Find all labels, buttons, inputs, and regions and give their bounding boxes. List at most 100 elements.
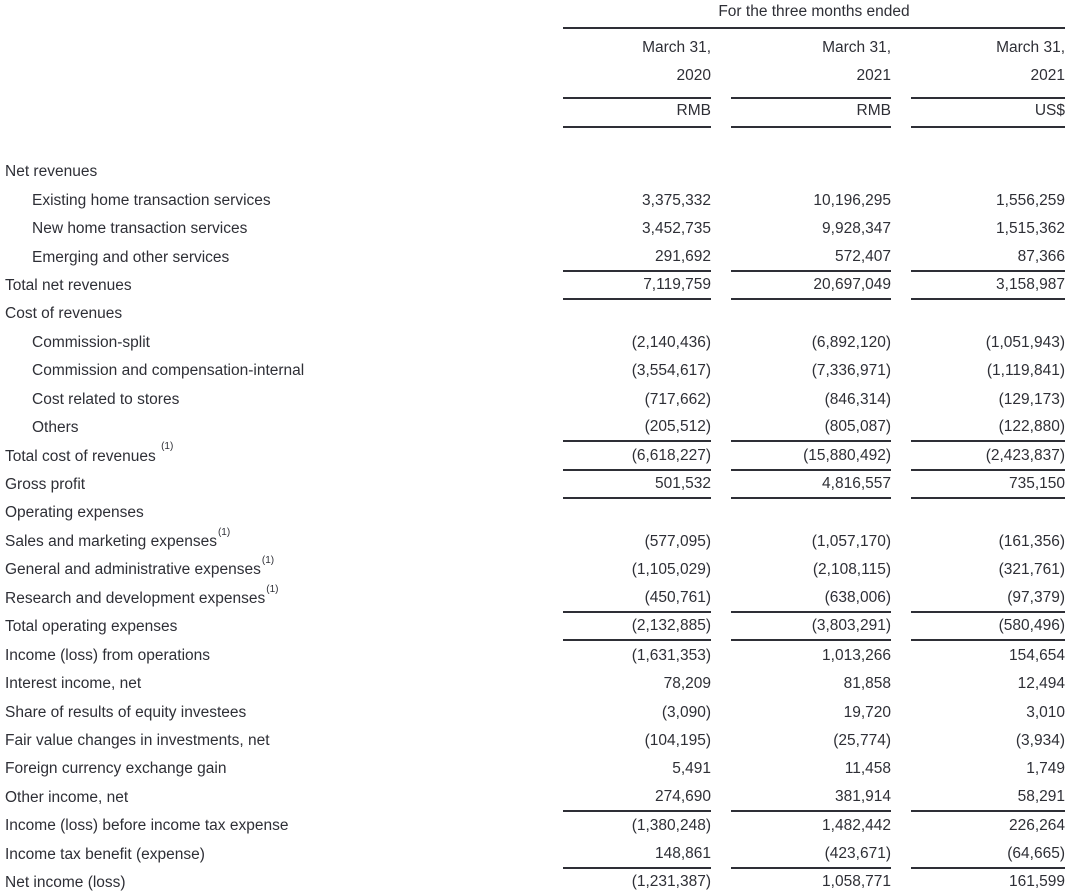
row-value: (450,761) [563,585,711,613]
table-row: Fair value changes in investments, net (1… [5,727,1065,755]
row-value: (805,087) [731,414,891,443]
row-value: (1,119,841) [986,362,1065,380]
table-row: Existing home transaction services 3,375,… [5,186,1065,214]
row-value: (205,512) [563,414,711,443]
row-value [911,499,1065,527]
row-value: 274,690 [563,784,711,813]
row-value: (1,380,248) [631,817,711,835]
table-row: Gross profit 501,532 4,816,557 735,150 [5,471,1065,500]
row-label: Operating expenses [5,504,144,522]
row-value: (3,934) [1015,731,1065,749]
row-value [563,300,711,328]
row-label: Existing home transaction services [32,191,271,209]
table-row: Operating expenses [5,499,1065,527]
row-label: Income (loss) from operations [5,646,211,664]
period-month: March 31, [642,39,711,56]
row-value: (846,314) [824,390,891,408]
row-value: (7,336,971) [811,362,891,380]
row-value: 148,861 [563,841,711,869]
row-value: (129,173) [998,390,1065,408]
row-value: 4,816,557 [731,471,891,500]
table-row: Income tax benefit (expense) 148,861 (423,… [5,841,1065,869]
row-label: Commission-split [32,333,150,351]
spanner-heading: For the three months ended [563,3,1065,29]
row-value: (2,140,436) [631,333,711,351]
row-label: Cost related to stores [32,390,180,408]
row-label: Interest income, net [5,675,142,693]
row-label: Income (loss) before income tax expense [5,817,289,835]
table-row: Share of results of equity investees (3,0… [5,698,1065,726]
row-value: 161,599 [911,869,1065,894]
row-value [731,158,891,186]
row-value: 3,452,735 [642,220,711,238]
table-row: Interest income, net 78,209 81,858 12,494 [5,670,1065,698]
row-label: Share of results of equity investees [5,703,247,721]
row-value: 1,749 [1026,760,1065,778]
row-value: 291,692 [563,243,711,272]
row-value: (3,090) [661,703,711,721]
footnote-marker: (1) [266,583,279,595]
row-value: (3,554,617) [631,362,711,380]
row-value: (6,892,120) [811,333,891,351]
table-row: Total operating expenses (2,132,885) (3,80… [5,613,1065,642]
row-value: (97,379) [911,585,1065,613]
row-value: (161,356) [998,532,1065,550]
row-value [563,158,711,186]
row-value: 78,209 [663,675,711,693]
row-label: Foreign currency exchange gain [5,760,227,778]
table-row: Emerging and other services 291,692 572,40… [5,243,1065,272]
row-value: 1,482,442 [822,817,891,835]
row-value: 572,407 [731,243,891,272]
row-label: Cost of revenues [5,305,123,323]
row-value: 58,291 [911,784,1065,813]
table-row: General and administrative expenses(1) (1… [5,556,1065,584]
row-label: Gross profit [5,476,86,494]
column-header-2020: March 31, 2020 [563,29,711,99]
row-value: (423,671) [731,841,891,869]
table-header-dates-row: March 31, 2020 March 31, 2021 March 31, … [5,29,1065,99]
table-row: Cost related to stores (717,662) (846,314)… [5,386,1065,414]
row-value: 3,375,332 [642,191,711,209]
table-row: Commission-split (2,140,436) (6,892,120) (1… [5,329,1065,357]
row-value: 501,532 [563,471,711,500]
row-label: Other income, net [5,788,129,806]
row-label: Net revenues [5,163,98,181]
table-header-units-row: RMB RMB US$ [5,99,1065,128]
table-row: Research and development expenses(1) (450… [5,583,1065,613]
row-value: 226,264 [1008,817,1065,835]
table-row: Other income, net 274,690 381,914 58,291 [5,784,1065,813]
table-row: Others (205,512) (805,087) (122,880) [5,414,1065,443]
table-body: Net revenues Existing home transaction se… [5,158,1065,894]
period-year: 2021 [856,67,891,84]
row-value: (64,665) [911,841,1065,869]
row-value: (25,774) [833,731,891,749]
row-value: 735,150 [911,471,1065,500]
row-label: New home transaction services [32,220,248,238]
row-label: General and administrative expenses(1) [5,555,275,579]
row-value: (577,095) [644,532,711,550]
table-row: Cost of revenues [5,300,1065,328]
table-row: Income (loss) before income tax expense (… [5,812,1065,840]
row-label: Others [32,419,79,437]
row-value: 87,366 [911,243,1065,272]
row-label: Total net revenues [5,276,132,294]
row-label: Net income (loss) [5,874,126,892]
row-label: Research and development expenses(1) [5,583,279,607]
period-year: 2021 [1030,67,1065,84]
footnote-marker: (1) [261,555,275,567]
unit-header-rmb-2020: RMB [563,99,711,128]
row-value: (1,051,943) [985,333,1065,351]
row-value: (2,132,885) [563,613,711,642]
column-header-2021-rmb: March 31, 2021 [731,29,891,99]
row-value: 3,010 [1026,703,1065,721]
row-value: (321,761) [998,561,1065,579]
row-value: 1,515,362 [996,220,1065,238]
row-value: (1,105,029) [631,561,711,579]
row-value: 1,556,259 [996,191,1065,209]
row-value: (104,195) [644,731,711,749]
table-row: Net income (loss) (1,231,387) 1,058,771 161… [5,869,1065,894]
row-value: 7,119,759 [563,272,711,301]
table-row: Foreign currency exchange gain 5,491 11,45… [5,755,1065,783]
row-value: 19,720 [843,703,891,721]
